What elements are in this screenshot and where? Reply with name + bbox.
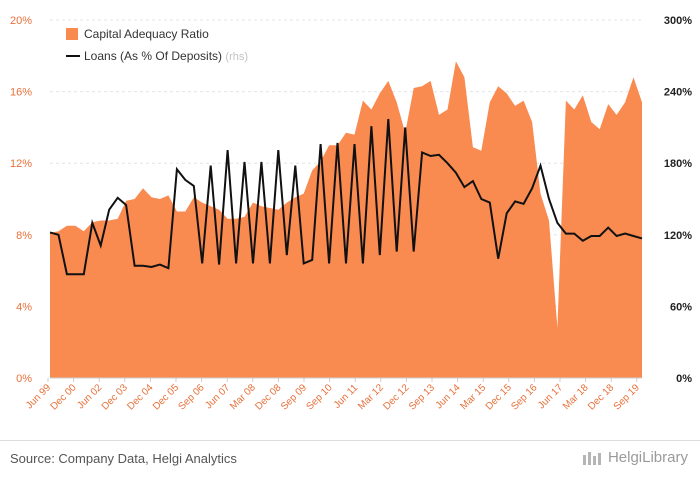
x-tick-label: Mar 15 <box>459 382 489 412</box>
right-tick-label: 120% <box>664 230 692 242</box>
left-tick-label: 12% <box>10 158 32 170</box>
x-tick-label: Mar 12 <box>356 382 386 412</box>
right-tick-label: 0% <box>676 373 692 385</box>
legend-label-capital-adequacy: Capital Adequacy Ratio <box>84 27 209 41</box>
x-tick-label: Dec 18 <box>586 382 616 412</box>
brand-logo[interactable]: HelgiLibrary <box>582 449 688 466</box>
right-tick-label: 240% <box>664 87 692 99</box>
right-tick-label: 300% <box>664 15 692 27</box>
left-tick-label: 0% <box>16 373 32 385</box>
legend: Capital Adequacy Ratio Loans (As % Of De… <box>66 27 248 63</box>
left-tick-label: 16% <box>10 87 32 99</box>
legend-label-rhs: (rhs) <box>225 51 248 63</box>
x-tick-label: Dec 04 <box>125 382 155 412</box>
x-tick-label: Dec 05 <box>151 382 181 412</box>
x-tick-label: Dec 08 <box>253 382 283 412</box>
legend-label-loans: Loans (As % Of Deposits) (rhs) <box>84 49 248 63</box>
x-tick-label: Sep 10 <box>305 382 335 412</box>
x-tick-label: Jun 11 <box>332 382 361 411</box>
x-tick-label: Jun 99 <box>24 382 53 411</box>
brand-name: HelgiLibrary <box>607 449 688 466</box>
x-tick-label: Jun 14 <box>434 382 463 411</box>
x-tick-label: Mar 08 <box>228 382 258 412</box>
right-tick-label: 60% <box>670 301 692 313</box>
right-tick-label: 180% <box>664 158 692 170</box>
left-tick-label: 20% <box>10 15 32 27</box>
legend-label-loans-text: Loans (As % Of Deposits) <box>84 49 222 63</box>
x-tick-label: Dec 12 <box>381 382 411 412</box>
x-tick-label: Sep 06 <box>177 382 207 412</box>
x-tick-label: Sep 09 <box>279 382 309 412</box>
left-tick-label: 4% <box>16 301 32 313</box>
library-icon <box>582 451 601 465</box>
x-tick-label: Mar 18 <box>561 382 591 412</box>
x-tick-label: Sep 16 <box>509 382 539 412</box>
loans-to-deposits-line <box>49 118 643 276</box>
left-tick-label: 8% <box>16 230 32 242</box>
x-tick-label: Jun 17 <box>536 382 565 411</box>
x-tick-label: Jun 02 <box>75 382 104 411</box>
x-tick-label: Sep 19 <box>612 382 642 412</box>
footer: Source: Company Data, Helgi Analytics He… <box>0 440 700 484</box>
legend-swatch-capital-adequacy <box>66 28 78 40</box>
x-tick-label: Dec 03 <box>100 382 130 412</box>
x-tick-label: Dec 00 <box>49 382 79 412</box>
left-axis: 0% 4% 8% 12% 16% 20% <box>10 15 32 385</box>
x-tick-label: Dec 15 <box>484 382 514 412</box>
x-tick-label: Jun 07 <box>203 382 232 411</box>
right-axis: 0% 60% 120% 180% 240% 300% <box>664 15 692 385</box>
chart: 0% 4% 8% 12% 16% 20% 0% 60% 120% 180% 240% 300% Ju… <box>10 15 692 413</box>
source-note: Source: Company Data, Helgi Analytics <box>10 451 237 466</box>
x-tick-label: Sep 13 <box>407 382 437 412</box>
capital-adequacy-area <box>50 61 642 378</box>
